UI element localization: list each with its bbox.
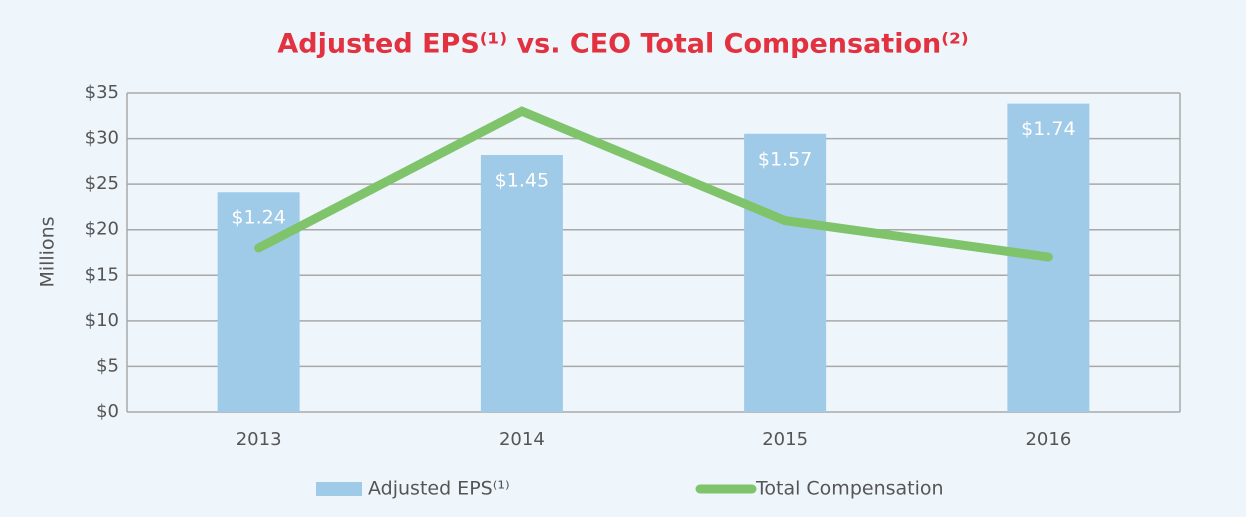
y-tick-label: $35 (85, 82, 119, 103)
x-tick-label: 2016 (1025, 429, 1071, 450)
chart-title: Adjusted EPS⁽¹⁾ vs. CEO Total Compensati… (277, 29, 968, 60)
x-tick-label: 2014 (499, 429, 545, 450)
bar (480, 155, 563, 412)
line (254, 106, 1053, 262)
x-tick-label: 2013 (236, 429, 282, 450)
data-label: $1.24 (231, 207, 285, 229)
legend-swatch (316, 482, 362, 496)
legend-label: Adjusted EPS⁽¹⁾ (368, 478, 510, 500)
data-label: $1.74 (1021, 118, 1075, 140)
y-tick-label: $25 (85, 173, 119, 194)
bar (744, 133, 827, 412)
y-tick-label: $0 (96, 401, 119, 422)
y-tick-label: $15 (85, 264, 119, 285)
data-label: $1.45 (495, 170, 549, 192)
legend-label: Total Compensation (755, 478, 944, 500)
x-tick-label: 2015 (762, 429, 808, 450)
y-tick-label: $30 (85, 128, 119, 149)
y-tick-label: $10 (85, 310, 119, 331)
data-label: $1.57 (758, 148, 812, 170)
y-axis-label: Millions (37, 216, 59, 287)
y-tick-label: $5 (96, 355, 119, 376)
y-tick-label: $20 (85, 219, 119, 240)
